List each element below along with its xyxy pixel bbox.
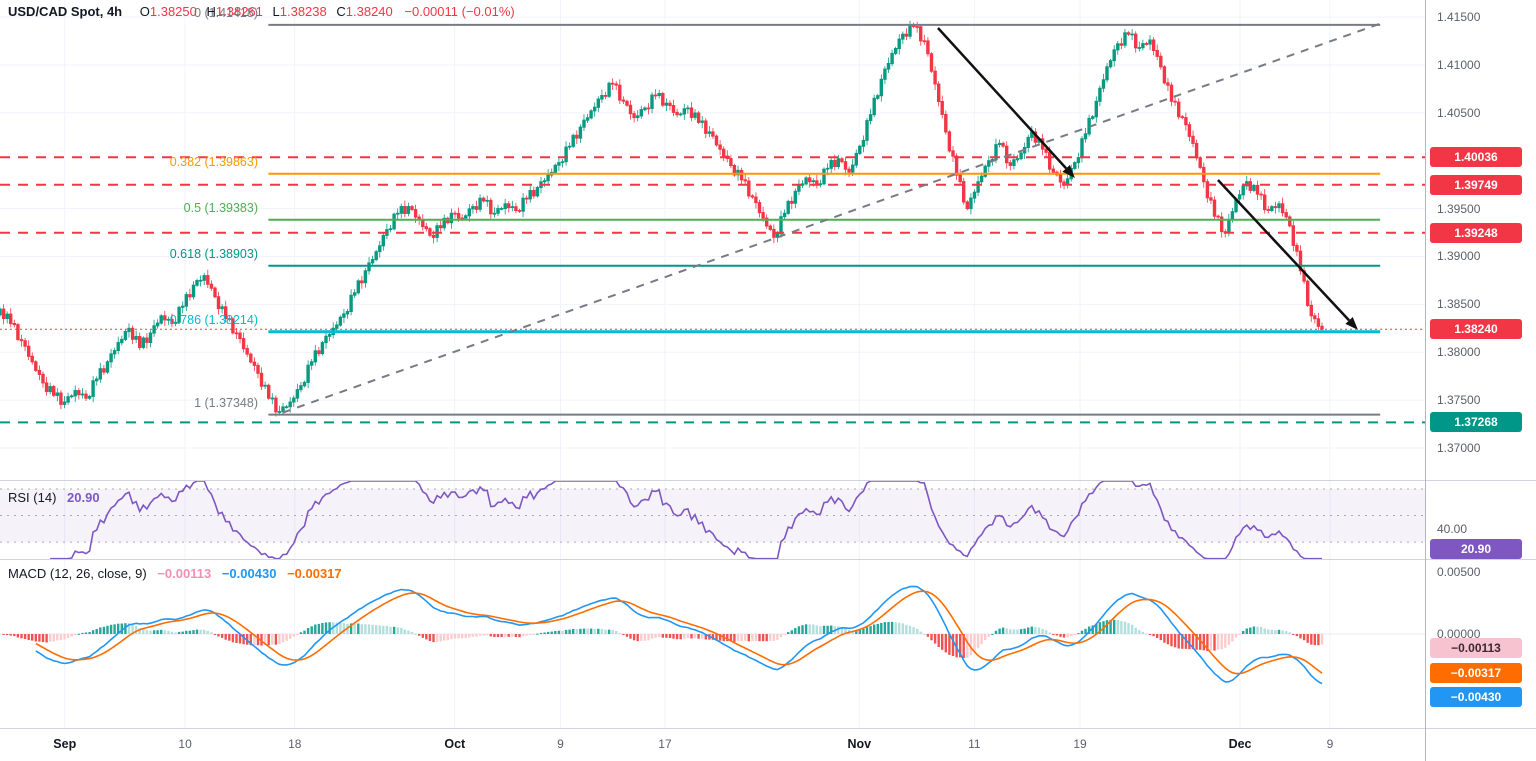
ohlc-open-label: O [139,4,150,19]
ohlc-close-value: 1.38240 [345,4,393,19]
change-value: −0.00011 (−0.01%) [404,4,515,19]
macd-axis-label: 0.00000 [1437,627,1481,641]
symbol-title[interactable]: USD/CAD Spot, 4h [8,4,123,19]
price-axis-label: 1.37000 [1437,441,1481,455]
rsi-axis-badge: 20.90 [1430,539,1522,559]
symbol-legend: USD/CAD Spot, 4h O1.38250 H1.38261 L1.38… [8,4,515,19]
macd-signal-value: −0.00317 [287,566,342,581]
macd-title[interactable]: MACD (12, 26, close, 9) [8,566,147,581]
price-axis-badge: 1.37268 [1430,412,1522,433]
macd-line-value: −0.00430 [221,566,277,581]
time-axis-label: 9 [557,737,564,751]
time-axis-label: 10 [178,737,192,751]
macd-axis-badge: −0.00317 [1430,663,1522,684]
rsi-legend: RSI (14) 20.90 [8,490,100,505]
price-axis-badge: 1.40036 [1430,147,1522,168]
macd-axis-badge: −0.00430 [1430,687,1522,708]
time-axis-label: 11 [968,737,981,751]
time-axis-label: 17 [658,737,672,751]
macd-line [35,585,1323,685]
price-axis-label: 1.38000 [1437,345,1481,360]
arrow-annotations[interactable] [937,27,1358,330]
ohlc-high-value: 1.38261 [215,4,263,19]
candles-down [1,21,1324,417]
time-axis-label: 18 [288,737,302,751]
time-axis-label: Sep [53,737,77,751]
macd-axis-badge: −0.00113 [1430,638,1522,658]
rsi-title[interactable]: RSI (14) [8,490,57,505]
price-axis[interactable]: 1.41500 1.41000 1.40500 1.39500 1.39000 1.385… [1426,0,1536,761]
price-axis-label: 1.39000 [1437,249,1481,264]
price-axis-label: 1.39500 [1437,201,1481,216]
ohlc-high-label: H [206,4,216,19]
time-axis-label: 9 [1326,737,1334,751]
ohlc-close-label: C [336,4,346,19]
time-axis-label: Dec [1228,737,1252,751]
rsi-axis-label: 40.00 [1437,521,1468,536]
price-axis-label: 1.41500 [1437,10,1481,24]
ohlc-low-label: L [272,4,280,19]
macd-histogram [2,619,1324,658]
time-axis[interactable]: Sep 10 18 Oct 9 17 Nov 11 19 Dec 9 [0,729,1425,761]
candles-up [0,20,1281,416]
price-axis-label: 1.40500 [1437,105,1481,120]
macd-hist-value: −0.00113 [157,566,212,581]
price-axis-badge: 1.39248 [1430,222,1522,243]
rsi-value: 20.90 [67,490,100,505]
time-axis-label: Nov [847,737,872,751]
price-axis-label: 1.37500 [1437,393,1481,408]
macd-legend: MACD (12, 26, close, 9) −0.00113 −0.0043… [8,566,342,581]
horizontal-level-lines[interactable] [0,156,1425,424]
time-axis-label: Oct [444,737,466,751]
macd-axis-label: 0.00500 [1437,565,1481,579]
ohlc-low-value: 1.38238 [279,4,327,19]
macd-signal-line [35,590,1323,675]
time-axis-label: 19 [1073,737,1087,751]
price-axis-badge: 1.39749 [1430,174,1522,195]
gridlines [0,0,1425,728]
price-axis-label: 1.41000 [1437,57,1481,72]
price-axis-badge: 1.38240 [1430,319,1522,340]
price-axis-label: 1.38500 [1437,297,1481,312]
ohlc-open-value: 1.38250 [149,4,197,19]
